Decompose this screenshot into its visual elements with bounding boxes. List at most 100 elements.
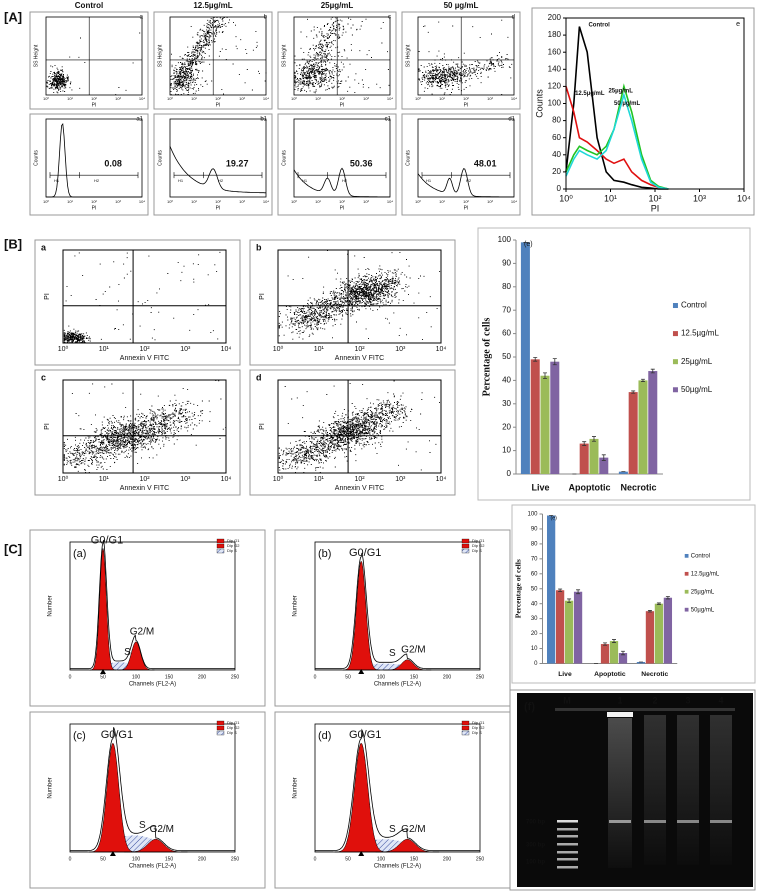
y-tick-label: 160 — [548, 47, 562, 56]
smear — [710, 715, 732, 865]
wells — [555, 708, 735, 711]
fit-curve — [315, 728, 480, 852]
gate-label: H2 — [218, 178, 224, 183]
y-tick-label: 20 — [502, 422, 511, 431]
panel-letter: b — [256, 242, 262, 252]
gate-value: 0.08 — [104, 159, 122, 169]
x-tick-label: 10³ — [395, 346, 406, 353]
gate-value: 50.36 — [350, 159, 373, 169]
gate-label: H1 — [178, 178, 184, 183]
y-axis-label: Counts — [534, 89, 544, 118]
y-axis-label: Number — [48, 777, 54, 798]
plot-frame — [169, 118, 267, 198]
bar — [540, 375, 550, 474]
phase-label: G2/M — [150, 824, 174, 835]
x-tick-label: 10³ — [487, 199, 493, 204]
bar — [636, 662, 646, 664]
y-axis-label: SS Height — [157, 44, 163, 67]
bar — [550, 361, 560, 474]
error-bar — [656, 602, 661, 605]
plot-box — [29, 113, 149, 216]
x-axis-label: PI — [464, 102, 469, 108]
x-tick-label: 200 — [198, 674, 207, 680]
x-axis-label: Channels (FL2-A) — [129, 682, 176, 688]
gate-label: H2 — [94, 178, 100, 183]
x-tick-label: 0 — [69, 856, 72, 862]
phase-label: G0/G1 — [91, 534, 123, 546]
y-tick-label: 10 — [502, 446, 511, 455]
x-axis-label: PI — [216, 205, 221, 211]
g1-peak — [89, 742, 137, 853]
bar — [618, 471, 628, 474]
x-tick-label: 10⁰ — [291, 199, 297, 204]
x-tick-label: 10² — [339, 96, 345, 101]
x-tick-label: 250 — [476, 856, 485, 862]
x-tick-label: 10³ — [693, 193, 706, 203]
series-line — [565, 92, 669, 190]
legend-swatch — [461, 543, 470, 549]
x-tick-label: 10³ — [363, 96, 369, 101]
x-tick-label: Necrotic — [620, 482, 656, 492]
bar — [648, 371, 658, 474]
y-tick-label: 60 — [531, 571, 538, 577]
x-tick-label: 10² — [215, 96, 221, 101]
panel-letter: c — [41, 372, 46, 382]
x-tick-label: 10⁰ — [58, 345, 69, 353]
x-tick-label: 250 — [476, 674, 485, 680]
y-tick-label: 30 — [502, 399, 511, 408]
x-axis-label: PI — [216, 102, 221, 108]
legend-label: Dip G1 — [472, 538, 485, 543]
legend-swatch — [684, 607, 689, 612]
error-bar — [543, 372, 547, 379]
legend-swatch — [684, 571, 689, 576]
x-tick-label: 10³ — [115, 199, 121, 204]
panel-letter: b — [264, 15, 268, 21]
legend-swatch — [672, 359, 678, 365]
bar — [618, 653, 628, 664]
gate-label: H2 — [466, 178, 472, 183]
y-axis-label: PI — [259, 293, 266, 300]
y-axis-label: Number — [48, 595, 54, 616]
error-bar — [601, 454, 606, 461]
legend-swatch — [216, 725, 225, 731]
panel-letter: (e) — [551, 515, 558, 521]
panel-letter: d — [512, 15, 515, 21]
y-tick-label: 20 — [552, 167, 561, 176]
x-tick-label: 10² — [139, 346, 150, 353]
gate-value: 48.01 — [474, 159, 497, 169]
plot-box — [29, 711, 266, 889]
gate-label: H2 — [342, 178, 348, 183]
bar — [663, 597, 673, 664]
y-axis-label: SS Height — [405, 44, 411, 67]
marker-label: 700 bp — [526, 820, 545, 826]
x-tick-label: 0 — [69, 674, 72, 680]
x-tick-label: 100 — [377, 856, 386, 862]
x-tick-label: 10⁰ — [167, 96, 173, 101]
ladder-band — [557, 835, 578, 838]
legend-swatch — [672, 331, 678, 337]
y-tick-label: 30 — [531, 616, 538, 622]
legend-swatch — [216, 730, 225, 736]
plot-frame — [45, 16, 143, 96]
y-axis-label: Counts — [405, 150, 411, 166]
lane-label: 1 — [617, 695, 622, 705]
y-tick-label: 10 — [531, 646, 538, 652]
x-tick-label: 50 — [100, 856, 106, 862]
legend-swatch — [672, 303, 678, 309]
x-tick-label: 10² — [91, 199, 97, 204]
x-tick-label: 10⁴ — [221, 476, 232, 483]
error-bar — [582, 441, 587, 446]
legend-label: 50µg/mL — [681, 385, 713, 394]
gate-label: H1 — [302, 178, 308, 183]
x-tick-label: 10³ — [180, 346, 191, 353]
dna-band — [677, 820, 699, 823]
gate-label: H1 — [54, 178, 60, 183]
x-tick-label: 100 — [377, 674, 386, 680]
error-bar — [558, 588, 563, 592]
x-tick-label: 10⁰ — [167, 199, 173, 204]
x-tick-label: 150 — [165, 856, 174, 862]
legend-label: Dip G1 — [227, 720, 240, 725]
x-tick-label: Live — [558, 671, 572, 678]
x-tick-label: 10² — [354, 476, 365, 483]
x-tick-label: 150 — [165, 674, 174, 680]
